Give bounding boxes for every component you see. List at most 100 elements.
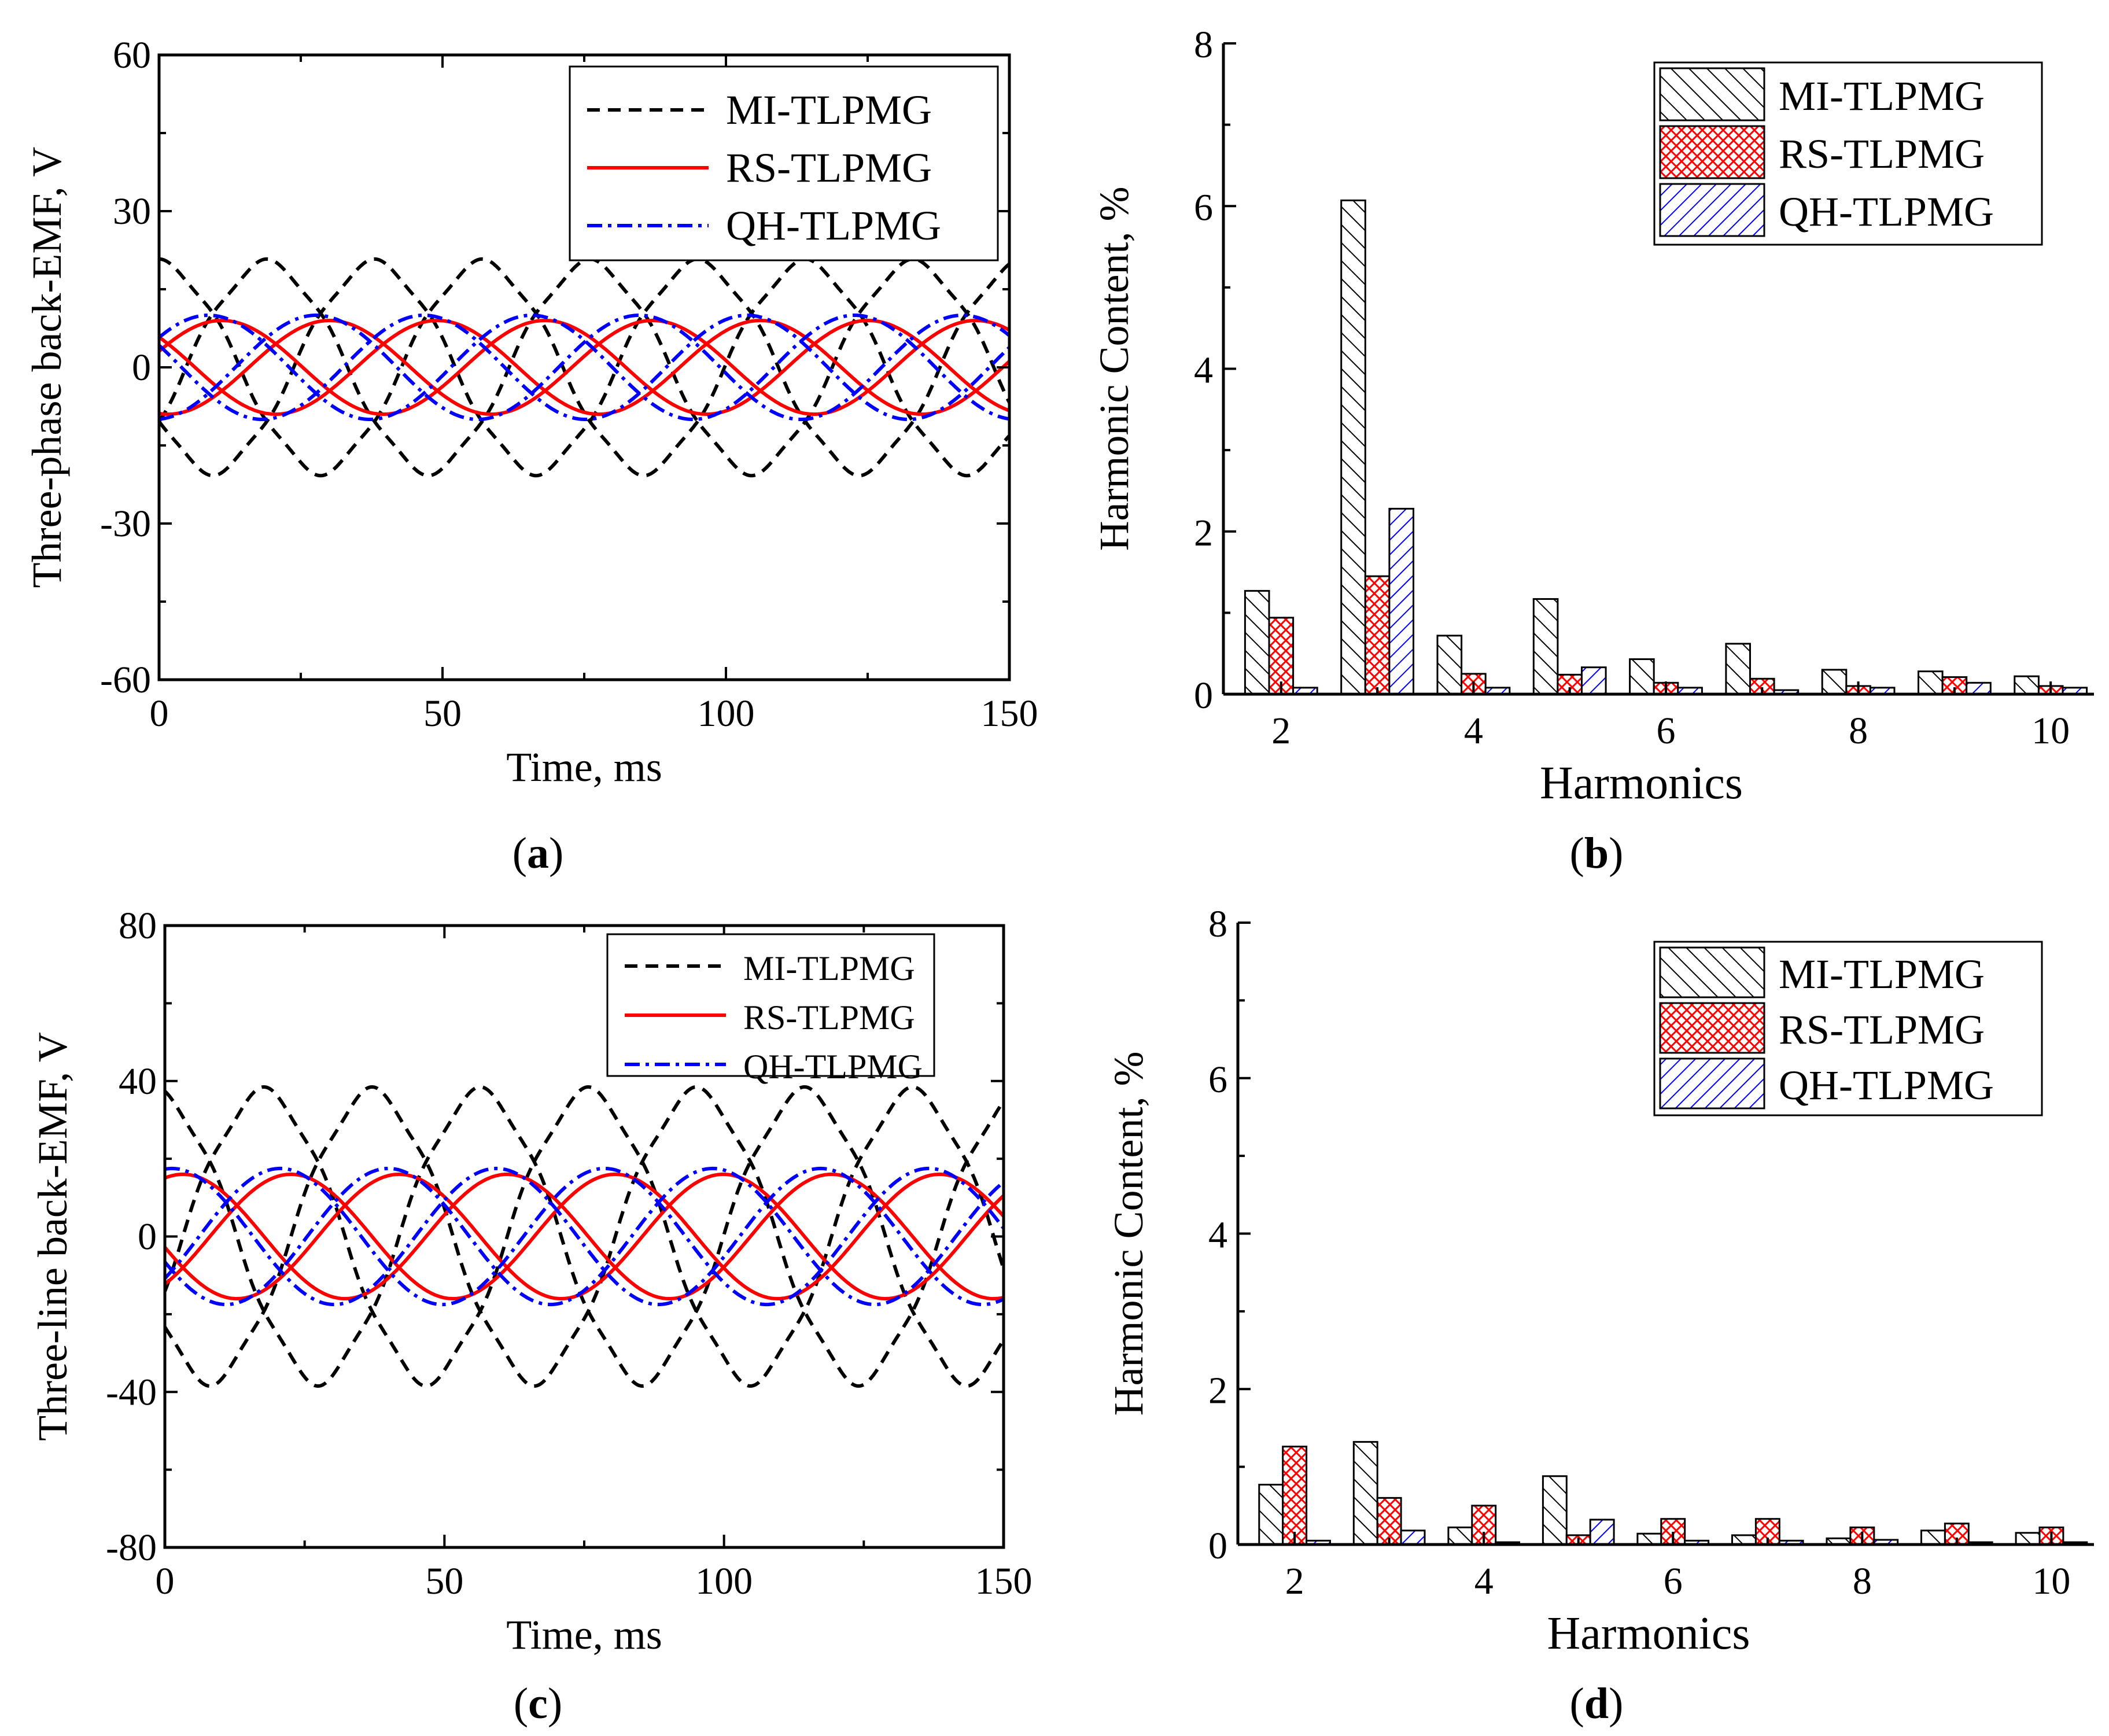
x-tick-label: 100: [695, 1560, 753, 1602]
x-tick-label: 10: [2031, 710, 2070, 752]
panel-a-line-chart: -60 -30 0 30 60 0 50 100 150 Time, ms Three-phase …: [24, 34, 1038, 790]
y-tick-label: 6: [1208, 1059, 1227, 1101]
series-line-mi-tlpmg-phase-1: [159, 257, 1009, 478]
curves: [159, 257, 1009, 478]
legend-box: [569, 65, 999, 261]
x-tick-label: 2: [1271, 710, 1291, 752]
curves: [165, 1085, 1004, 1388]
x-axis-title: Time, ms: [506, 1612, 662, 1658]
x-tick-label: 150: [975, 1560, 1033, 1602]
legend-label-qh-tlpmg: QH-TLPMG: [743, 1048, 923, 1086]
x-tick-label: 100: [698, 692, 755, 735]
panel-d-bar-chart: 0 2 4 6 8 2 4 6 8 10 Harmonics Harmonic Content, % M…: [1105, 903, 2094, 1659]
y-tick-label: -80: [106, 1527, 157, 1569]
y-axis-title: Harmonic Content, %: [1105, 1052, 1152, 1416]
bar-mi-tlpmg-h5: [1542, 1475, 1568, 1546]
bar-rs-tlpmg-h3: [1376, 1497, 1402, 1546]
bar-mi-tlpmg-h7: [1725, 643, 1751, 695]
panel-label-letter: c: [528, 1679, 548, 1728]
x-axis-title: Time, ms: [506, 744, 662, 790]
y-tick-label: 2: [1208, 1369, 1227, 1411]
bar-mi-tlpmg-h6: [1636, 1532, 1662, 1546]
y-tick-label: 4: [1194, 349, 1213, 392]
panel-label-close-paren: ): [549, 829, 563, 878]
series-line-qh-tlpmg-phase-3: [165, 1166, 1004, 1307]
legend-swatch-qh-tlpmg: [1659, 183, 1765, 237]
bar-mi-tlpmg-h10: [2014, 675, 2040, 695]
y-tick-label: 0: [138, 1216, 157, 1258]
bar-qh-tlpmg-h5: [1589, 1518, 1615, 1546]
panel-label-letter: b: [1584, 829, 1609, 878]
panel-label-open-paren: (: [512, 829, 527, 878]
legend-label-qh-tlpmg: QH-TLPMG: [726, 202, 941, 249]
legend-swatch-rs-tlpmg: [1659, 125, 1765, 179]
legend-label-rs-tlpmg: RS-TLPMG: [743, 998, 915, 1037]
bar-mi-tlpmg-h3: [1340, 199, 1366, 695]
legend-box: [606, 933, 935, 1077]
x-axis-title: Harmonics: [1547, 1608, 1750, 1659]
legend-label-mi-tlpmg: MI-TLPMG: [743, 949, 915, 987]
series-line-qh-tlpmg-phase-2: [165, 1166, 1004, 1307]
y-tick-label: 6: [1194, 186, 1213, 228]
legend: MI-TLPMG RS-TLPMG QH-TLPMG: [1653, 941, 2043, 1116]
series-line-mi-tlpmg-phase-2: [165, 1085, 1004, 1388]
legend-label-mi-tlpmg: MI-TLPMG: [1779, 951, 1985, 997]
legend: MI-TLPMG RS-TLPMG QH-TLPMG: [606, 933, 935, 1086]
legend-swatch-mi-tlpmg: [1659, 67, 1765, 121]
x-tick-label: 6: [1664, 1560, 1683, 1602]
panel-c-line-chart: -80 -40 0 40 80 0 50 100 150 Time, ms Three-line b…: [30, 905, 1033, 1658]
bar-rs-tlpmg-h2: [1282, 1446, 1308, 1546]
y-tick-label: 30: [113, 190, 151, 233]
bar-mi-tlpmg-h2: [1244, 589, 1270, 695]
x-tick-label: 2: [1285, 1560, 1304, 1602]
series-line-rs-tlpmg-phase-3: [159, 319, 1009, 416]
panel-label-letter: d: [1584, 1679, 1609, 1728]
x-axis-title: Harmonics: [1540, 758, 1743, 809]
panel-label-d: (d): [1570, 1679, 1624, 1728]
series-line-mi-tlpmg-phase-1: [165, 1085, 1004, 1388]
y-axis-title: Three-line back-EMF, V: [30, 1032, 76, 1441]
x-tick-label: 4: [1464, 710, 1483, 752]
panel-label-open-paren: (: [514, 1679, 528, 1728]
legend-swatch-qh-tlpmg: [1659, 1057, 1765, 1110]
legend-swatch-mi-tlpmg: [1659, 946, 1765, 998]
legend-label-rs-tlpmg: RS-TLPMG: [1779, 1007, 1985, 1053]
bar-qh-tlpmg-h9: [1966, 681, 1992, 695]
bar-qh-tlpmg-h5: [1581, 666, 1607, 695]
panel-label-close-paren: ): [1609, 1679, 1623, 1728]
legend: MI-TLPMG RS-TLPMG QH-TLPMG: [1653, 61, 2043, 246]
y-axis-title: Three-phase back-EMF, V: [24, 147, 70, 588]
panel-label-open-paren: (: [1570, 829, 1584, 878]
y-tick-label: -40: [106, 1371, 157, 1413]
x-tick-label: 150: [981, 692, 1038, 735]
legend-label-mi-tlpmg: MI-TLPMG: [726, 87, 932, 133]
series-line-mi-tlpmg-phase-3: [165, 1085, 1004, 1388]
legend-label-mi-tlpmg: MI-TLPMG: [1779, 73, 1985, 119]
bar-mi-tlpmg-h9: [1920, 1529, 1946, 1546]
bar-rs-tlpmg-h2: [1268, 617, 1295, 695]
series-line-qh-tlpmg-phase-3: [159, 314, 1009, 421]
bar-mi-tlpmg-h4: [1436, 635, 1463, 695]
bar-mi-tlpmg-h10: [2015, 1532, 2041, 1546]
y-tick-label: 0: [132, 347, 151, 389]
legend-label-qh-tlpmg: QH-TLPMG: [1779, 189, 1994, 235]
x-tick-label: 50: [423, 692, 462, 735]
x-tick-label: 8: [1849, 710, 1868, 752]
x-tick-label: 10: [2032, 1560, 2070, 1602]
series-line-qh-tlpmg-phase-2: [159, 314, 1009, 421]
panel-label-close-paren: ): [548, 1679, 562, 1728]
bar-mi-tlpmg-h9: [1918, 670, 1944, 695]
y-tick-label: 60: [113, 34, 151, 76]
y-tick-label: 8: [1208, 903, 1227, 945]
x-tick-label: 4: [1474, 1560, 1494, 1602]
bar-mi-tlpmg-h3: [1352, 1441, 1378, 1546]
y-tick-label: 4: [1208, 1214, 1227, 1256]
x-tick-label: 0: [156, 1560, 175, 1602]
legend-label-qh-tlpmg: QH-TLPMG: [1779, 1062, 1994, 1108]
panel-label-a: (a): [512, 829, 564, 878]
bar-qh-tlpmg-h3: [1388, 507, 1414, 695]
bar-mi-tlpmg-h8: [1821, 669, 1848, 695]
x-tick-label: 8: [1853, 1560, 1872, 1602]
panel-label-close-paren: ): [1609, 829, 1623, 878]
legend-swatch-rs-tlpmg: [1659, 1002, 1765, 1054]
